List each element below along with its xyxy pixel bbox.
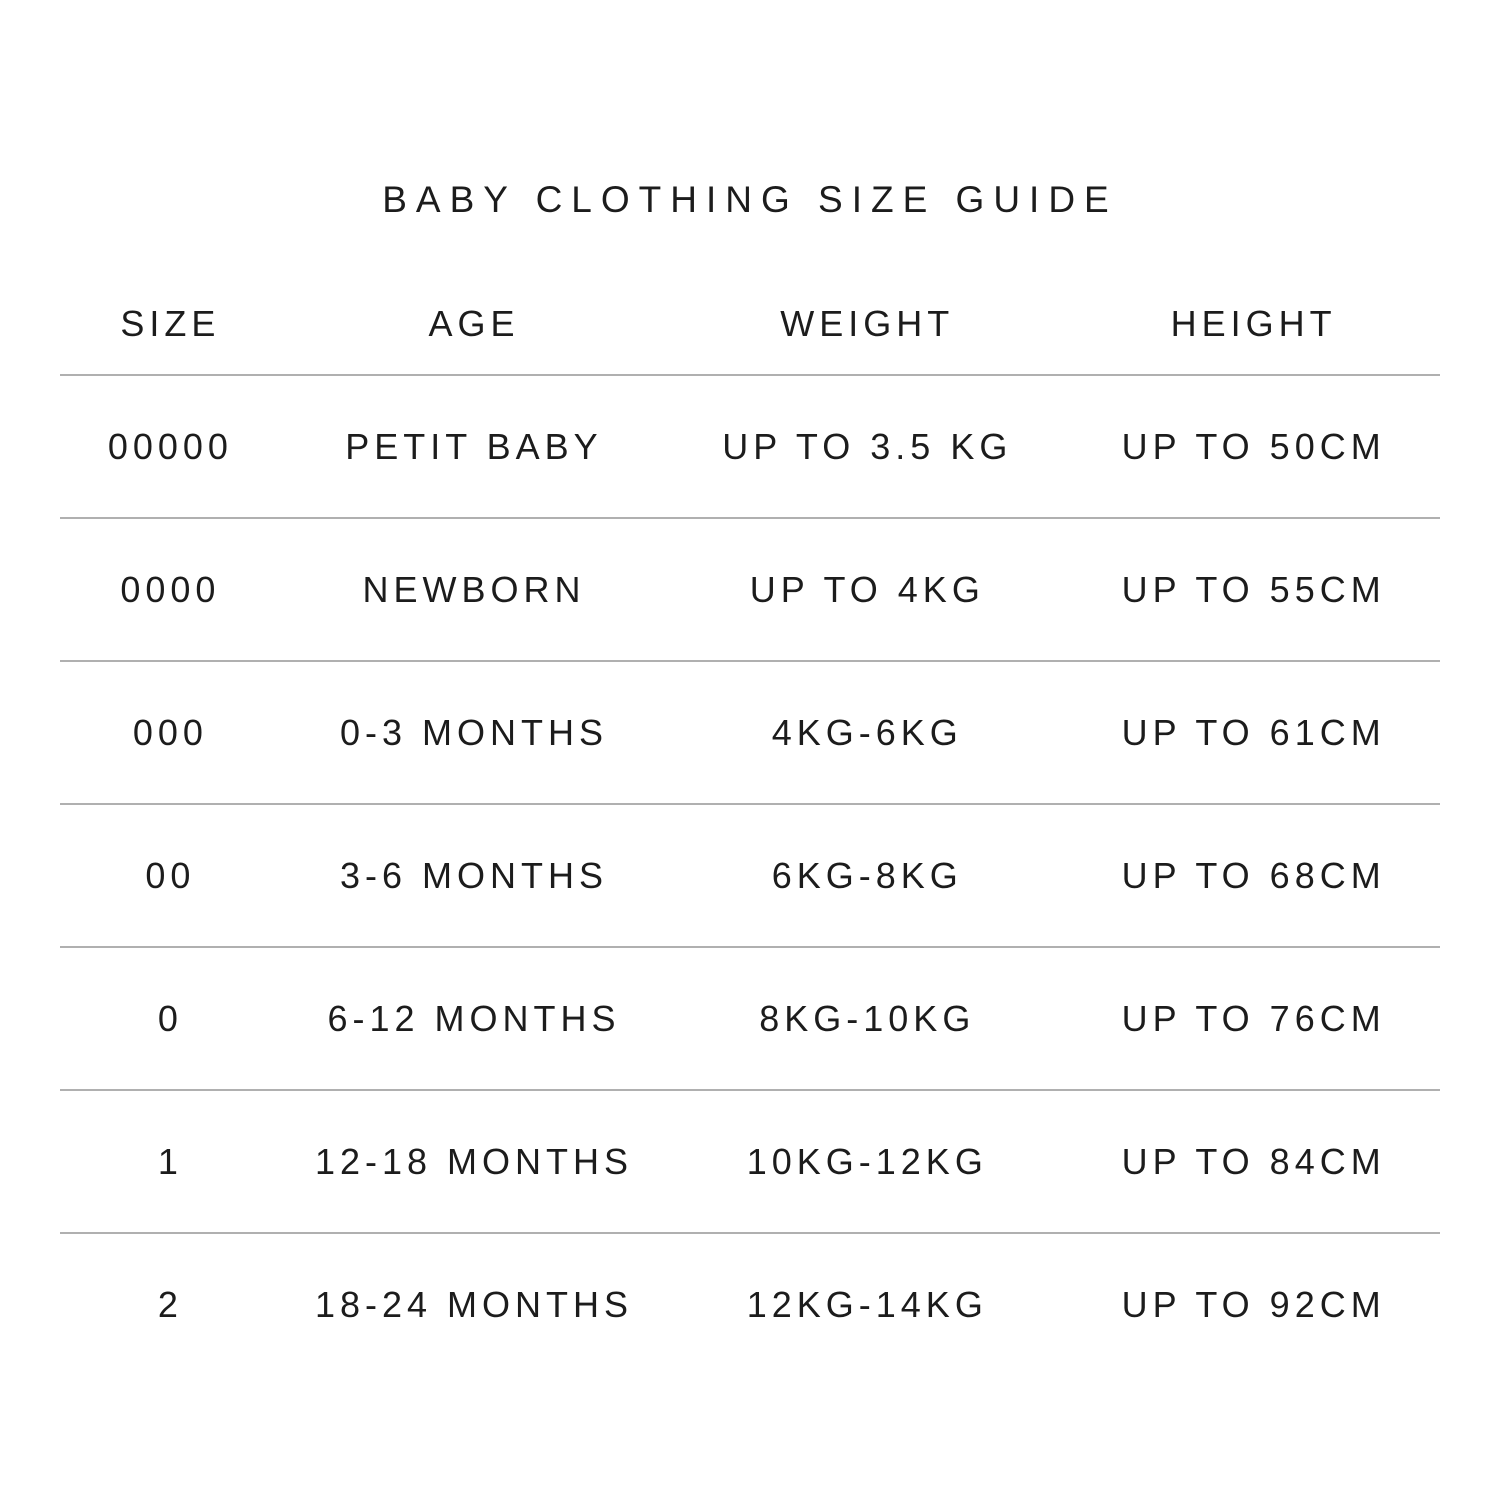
weight-cell: UP TO 4KG bbox=[749, 568, 985, 610]
age-cell: NEWBORN bbox=[362, 568, 586, 610]
weight-cell: 10KG-12KG bbox=[746, 1140, 988, 1182]
height-cell: UP TO 50CM bbox=[1121, 425, 1386, 467]
height-cell: UP TO 92CM bbox=[1121, 1283, 1386, 1325]
table-row: 00000 PETIT BABY UP TO 3.5 KG UP TO 50CM bbox=[60, 376, 1440, 519]
weight-cell: 6KG-8KG bbox=[771, 854, 963, 896]
size-cell: 00000 bbox=[107, 425, 233, 467]
table-row: 0 6-12 MONTHS 8KG-10KG UP TO 76CM bbox=[60, 948, 1440, 1091]
weight-cell: UP TO 3.5 KG bbox=[722, 425, 1013, 467]
table-header-row: SIZE AGE WEIGHT HEIGHT bbox=[60, 273, 1440, 376]
weight-cell: 4KG-6KG bbox=[771, 711, 963, 753]
size-guide-table: SIZE AGE WEIGHT HEIGHT 00000 PETIT BABY … bbox=[60, 273, 1440, 1375]
page-title: BABY CLOTHING SIZE GUIDE bbox=[382, 179, 1118, 220]
weight-cell: 12KG-14KG bbox=[746, 1283, 988, 1325]
weight-cell: 8KG-10KG bbox=[759, 997, 976, 1039]
size-cell: 00 bbox=[145, 854, 196, 896]
column-header-age: AGE bbox=[428, 302, 520, 344]
height-cell: UP TO 61CM bbox=[1121, 711, 1386, 753]
table-row: 0000 NEWBORN UP TO 4KG UP TO 55CM bbox=[60, 519, 1440, 662]
table-row: 1 12-18 MONTHS 10KG-12KG UP TO 84CM bbox=[60, 1091, 1440, 1234]
column-header-weight: WEIGHT bbox=[780, 302, 955, 344]
age-cell: PETIT BABY bbox=[345, 425, 603, 467]
size-cell: 0 bbox=[157, 997, 183, 1039]
age-cell: 12-18 MONTHS bbox=[314, 1140, 634, 1182]
size-cell: 1 bbox=[157, 1140, 183, 1182]
height-cell: UP TO 55CM bbox=[1121, 568, 1386, 610]
height-cell: UP TO 68CM bbox=[1121, 854, 1386, 896]
column-header-height: HEIGHT bbox=[1170, 302, 1337, 344]
height-cell: UP TO 84CM bbox=[1121, 1140, 1386, 1182]
table-row: 000 0-3 MONTHS 4KG-6KG UP TO 61CM bbox=[60, 662, 1440, 805]
size-cell: 000 bbox=[132, 711, 208, 753]
table-row: 2 18-24 MONTHS 12KG-14KG UP TO 92CM bbox=[60, 1234, 1440, 1375]
column-header-size: SIZE bbox=[120, 302, 221, 344]
size-cell: 2 bbox=[157, 1283, 183, 1325]
age-cell: 18-24 MONTHS bbox=[314, 1283, 634, 1325]
height-cell: UP TO 76CM bbox=[1121, 997, 1386, 1039]
size-cell: 0000 bbox=[120, 568, 221, 610]
age-cell: 0-3 MONTHS bbox=[339, 711, 608, 753]
age-cell: 3-6 MONTHS bbox=[339, 854, 608, 896]
table-row: 00 3-6 MONTHS 6KG-8KG UP TO 68CM bbox=[60, 805, 1440, 948]
age-cell: 6-12 MONTHS bbox=[327, 997, 621, 1039]
